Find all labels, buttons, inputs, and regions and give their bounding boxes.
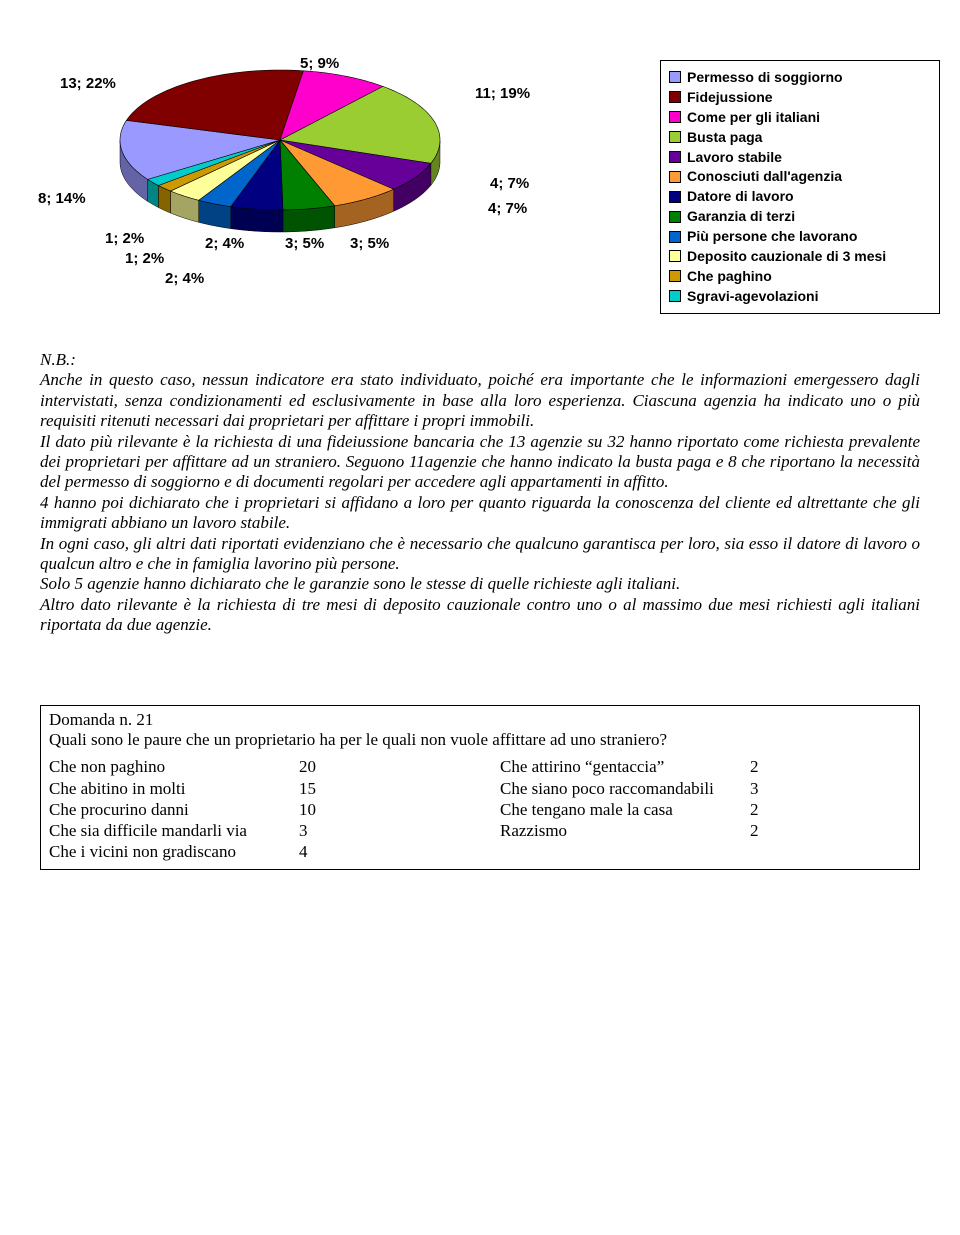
- legend-swatch: [669, 111, 681, 123]
- pie-3d: [110, 60, 450, 240]
- answers-grid: Che non paghino20Che abitino in molti15C…: [49, 756, 911, 862]
- body-paragraph: Altro dato rilevante è la richiesta di t…: [40, 595, 920, 636]
- answer-row: Che non paghino20: [49, 756, 460, 777]
- nb-label: N.B.:: [40, 350, 920, 370]
- answer-row: Che siano poco raccomandabili3: [500, 778, 911, 799]
- body-paragraph: Anche in questo caso, nessun indicatore …: [40, 370, 920, 431]
- answer-row: Razzismo2: [500, 820, 911, 841]
- legend-item: Datore di lavoro: [669, 187, 931, 206]
- legend-item: Lavoro stabile: [669, 148, 931, 167]
- question-box: Domanda n. 21 Quali sono le paure che un…: [40, 705, 920, 869]
- answer-value: 3: [750, 778, 759, 799]
- answer-value: 3: [299, 820, 308, 841]
- question-number: Domanda n. 21: [49, 710, 911, 730]
- answer-row: Che tengano male la casa2: [500, 799, 911, 820]
- slice-label: 1; 2%: [105, 230, 144, 247]
- slice-label: 1; 2%: [125, 250, 164, 267]
- answer-value: 2: [750, 799, 759, 820]
- answer-label: Che i vicini non gradiscano: [49, 841, 299, 862]
- answer-row: Che attirino “gentaccia”2: [500, 756, 911, 777]
- legend-label: Conosciuti dall'agenzia: [687, 167, 842, 186]
- answer-row: Che procurino danni10: [49, 799, 460, 820]
- answer-label: Che procurino danni: [49, 799, 299, 820]
- legend-item: Deposito cauzionale di 3 mesi: [669, 247, 931, 266]
- slice-label: 3; 5%: [285, 235, 324, 252]
- legend-label: Deposito cauzionale di 3 mesi: [687, 247, 886, 266]
- legend-swatch: [669, 151, 681, 163]
- answer-row: Che abitino in molti15: [49, 778, 460, 799]
- legend-item: Fidejussione: [669, 88, 931, 107]
- answer-label: Razzismo: [500, 820, 750, 841]
- legend-label: Fidejussione: [687, 88, 773, 107]
- slice-label: 8; 14%: [38, 190, 86, 207]
- legend-swatch: [669, 231, 681, 243]
- legend-item: Garanzia di terzi: [669, 207, 931, 226]
- answer-row: Che i vicini non gradiscano4: [49, 841, 460, 862]
- answer-label: Che sia difficile mandarli via: [49, 820, 299, 841]
- legend-swatch: [669, 211, 681, 223]
- legend-label: Datore di lavoro: [687, 187, 794, 206]
- legend-item: Sgravi-agevolazioni: [669, 287, 931, 306]
- legend-label: Busta paga: [687, 128, 762, 147]
- slice-label: 2; 4%: [205, 235, 244, 252]
- legend-label: Garanzia di terzi: [687, 207, 795, 226]
- answer-label: Che non paghino: [49, 756, 299, 777]
- slice-label: 4; 7%: [488, 200, 527, 217]
- answer-row: Che sia difficile mandarli via3: [49, 820, 460, 841]
- legend-label: Che paghino: [687, 267, 772, 286]
- answer-value: 2: [750, 756, 759, 777]
- answer-value: 4: [299, 841, 308, 862]
- legend-swatch: [669, 191, 681, 203]
- body-paragraph: 4 hanno poi dichiarato che i proprietari…: [40, 493, 920, 534]
- slice-label: 3; 5%: [350, 235, 389, 252]
- legend-swatch: [669, 131, 681, 143]
- legend-item: Conosciuti dall'agenzia: [669, 167, 931, 186]
- legend-label: Permesso di soggiorno: [687, 68, 843, 87]
- legend-item: Permesso di soggiorno: [669, 68, 931, 87]
- answer-value: 10: [299, 799, 316, 820]
- answer-label: Che attirino “gentaccia”: [500, 756, 750, 777]
- answer-value: 20: [299, 756, 316, 777]
- slice-label: 5; 9%: [300, 55, 339, 72]
- answer-label: Che siano poco raccomandabili: [500, 778, 750, 799]
- legend-swatch: [669, 71, 681, 83]
- pie-chart-area: Permesso di soggiornoFidejussioneCome pe…: [10, 0, 950, 290]
- body-text: N.B.: Anche in questo caso, nessun indic…: [40, 350, 920, 635]
- slice-label: 11; 19%: [475, 85, 530, 102]
- legend-item: Busta paga: [669, 128, 931, 147]
- legend-swatch: [669, 171, 681, 183]
- legend-swatch: [669, 91, 681, 103]
- legend-label: Sgravi-agevolazioni: [687, 287, 818, 306]
- legend-label: Lavoro stabile: [687, 148, 782, 167]
- legend-item: Più persone che lavorano: [669, 227, 931, 246]
- legend-swatch: [669, 250, 681, 262]
- question-text: Quali sono le paure che un proprietario …: [49, 730, 911, 750]
- answer-label: Che tengano male la casa: [500, 799, 750, 820]
- legend-item: Che paghino: [669, 267, 931, 286]
- slice-label: 2; 4%: [165, 270, 204, 287]
- legend-item: Come per gli italiani: [669, 108, 931, 127]
- slice-label: 13; 22%: [60, 75, 116, 92]
- legend-label: Più persone che lavorano: [687, 227, 857, 246]
- body-paragraph: Solo 5 agenzie hanno dichiarato che le g…: [40, 574, 920, 594]
- legend-swatch: [669, 270, 681, 282]
- body-paragraph: In ogni caso, gli altri dati riportati e…: [40, 534, 920, 575]
- body-paragraph: Il dato più rilevante è la richiesta di …: [40, 432, 920, 493]
- answer-value: 15: [299, 778, 316, 799]
- legend-swatch: [669, 290, 681, 302]
- legend-label: Come per gli italiani: [687, 108, 820, 127]
- answer-value: 2: [750, 820, 759, 841]
- answer-label: Che abitino in molti: [49, 778, 299, 799]
- slice-label: 4; 7%: [490, 175, 529, 192]
- legend-box: Permesso di soggiornoFidejussioneCome pe…: [660, 60, 940, 314]
